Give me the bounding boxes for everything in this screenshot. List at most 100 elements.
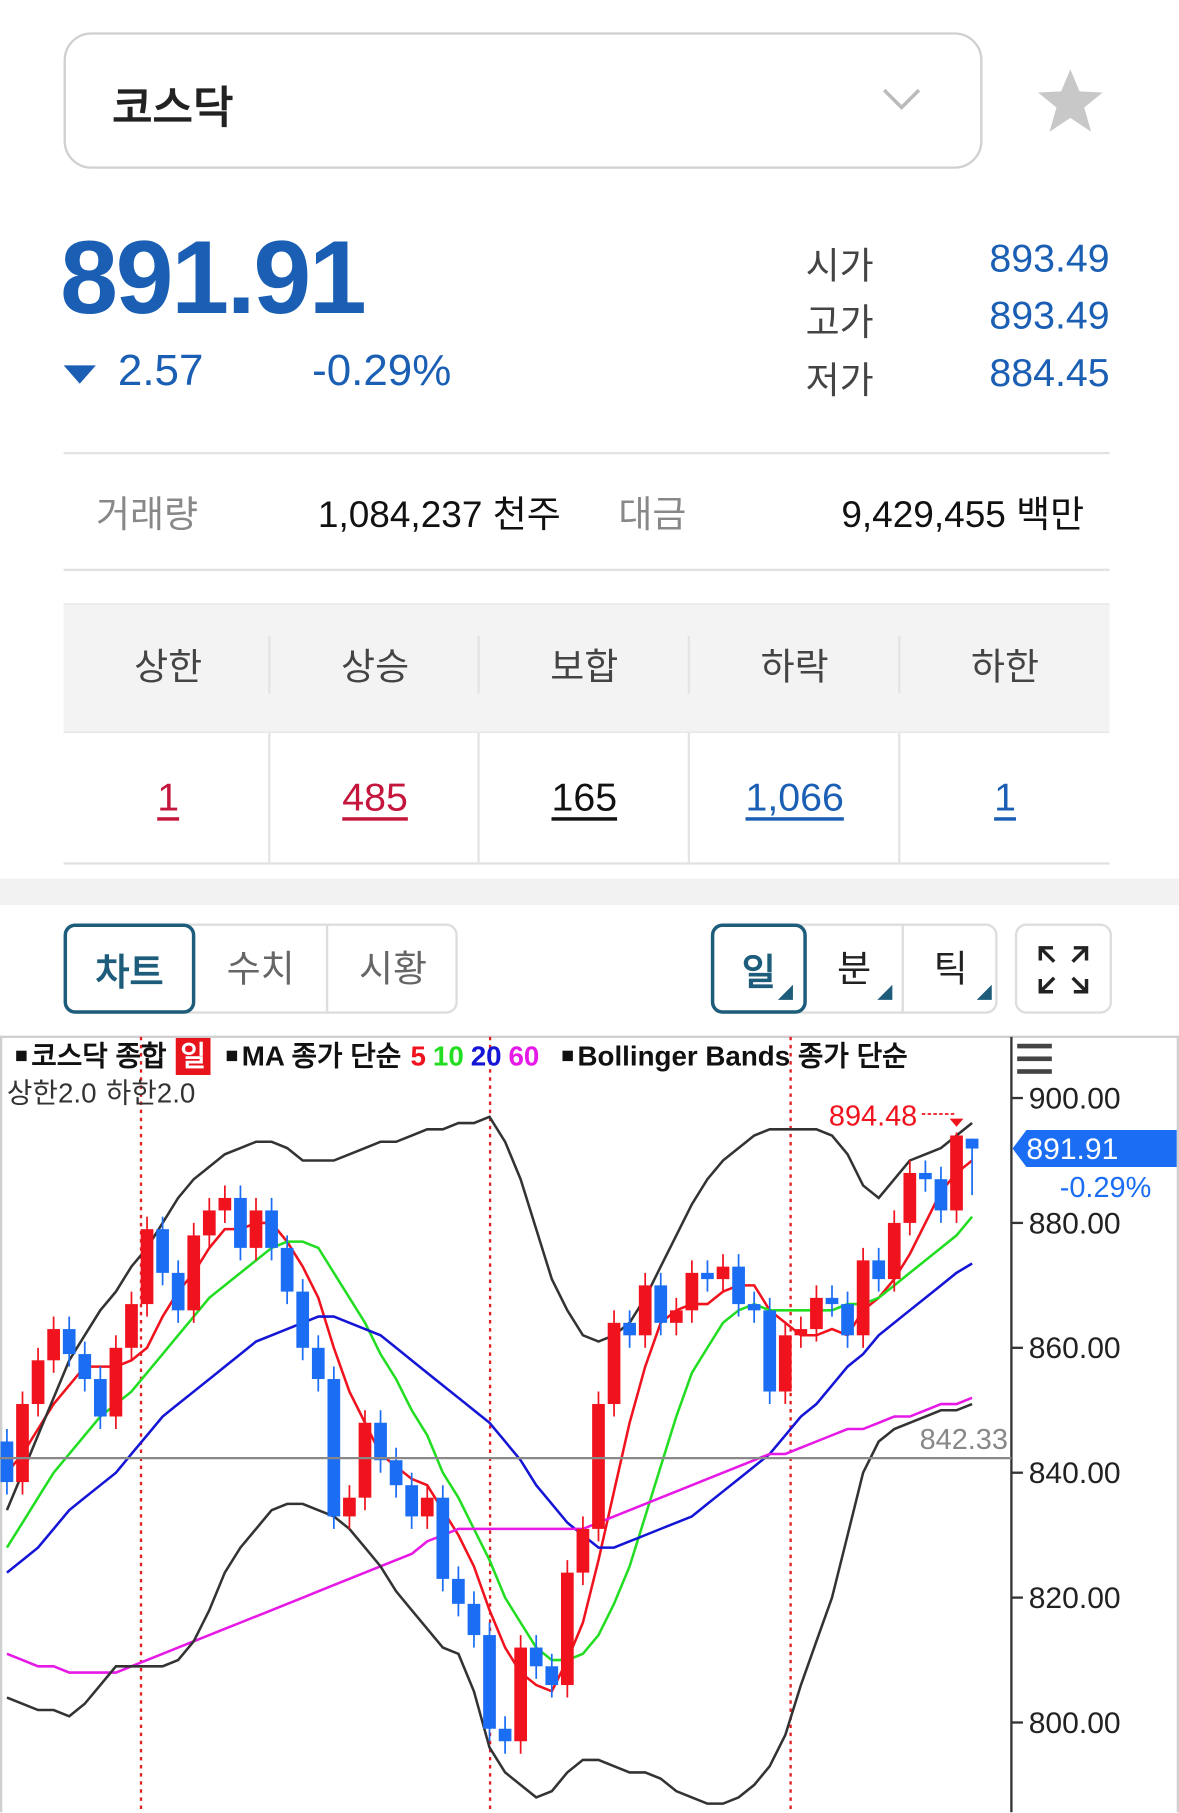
change: 2.57 — [117, 346, 204, 396]
candle-body — [825, 1297, 839, 1305]
star-icon[interactable] — [1036, 67, 1105, 134]
candle-body — [140, 1229, 154, 1305]
candle-body — [841, 1304, 854, 1336]
candle-body — [109, 1347, 123, 1417]
candle-body — [716, 1266, 730, 1280]
breadth-header: 상승 — [341, 646, 410, 688]
legend-square — [562, 1050, 573, 1062]
candle-body — [654, 1285, 668, 1323]
indicator-line — [6, 1262, 973, 1574]
candle-body — [31, 1360, 45, 1405]
tab[interactable]: 차트 — [63, 923, 196, 1014]
tab[interactable]: 수치 — [195, 923, 329, 1014]
column-separator — [477, 635, 480, 694]
candle-body — [607, 1322, 621, 1405]
quote-value: 893.49 — [989, 293, 1110, 338]
candle-body — [498, 1728, 512, 1742]
y-tick-label: 820.00 — [1029, 1582, 1121, 1615]
column-separator — [687, 732, 691, 863]
breadth-value[interactable]: 1,066 — [745, 775, 844, 820]
candle-body — [171, 1272, 185, 1311]
candle-body — [265, 1210, 278, 1248]
candle-body — [592, 1404, 605, 1529]
last-price-label: 891.91 — [1026, 1133, 1118, 1166]
plot-area — [0, 1115, 979, 1805]
breadth-value[interactable]: 1 — [157, 775, 180, 820]
candle-body — [452, 1578, 465, 1604]
market-select[interactable] — [63, 32, 983, 169]
breadth-header: 하락 — [760, 646, 829, 688]
candle-body — [156, 1229, 169, 1273]
fullscreen-icon — [1038, 946, 1089, 994]
candle-body — [467, 1603, 481, 1636]
period[interactable]: 틱 — [933, 947, 968, 990]
candle-body — [436, 1497, 450, 1579]
legend-entry: 20 — [471, 1041, 502, 1072]
y-tick-label: 880.00 — [1029, 1207, 1121, 1240]
legend-entry: 하한2.0 — [106, 1078, 196, 1109]
legend-entry: 60 — [509, 1041, 540, 1072]
divider — [63, 568, 1110, 572]
breadth-value[interactable]: 485 — [342, 775, 408, 820]
candle-body — [389, 1460, 403, 1486]
breadth-value[interactable]: 1 — [994, 775, 1016, 820]
indicator-line — [5, 1115, 973, 1511]
candle-body — [794, 1329, 808, 1336]
candle-body — [234, 1197, 247, 1248]
quote-label: 저가 — [805, 359, 874, 402]
candle-body — [62, 1329, 76, 1355]
volume-label: 거래량 — [95, 493, 199, 536]
candle-body — [358, 1422, 372, 1498]
candle-body — [47, 1329, 60, 1361]
menu-icon[interactable] — [1017, 1043, 1052, 1074]
column-separator — [898, 635, 901, 694]
legend-entry: 10 — [433, 1041, 464, 1072]
y-tick-label: 860.00 — [1029, 1332, 1121, 1365]
candle-body — [872, 1260, 886, 1280]
section-gap — [0, 878, 1179, 906]
market-name: 코스닥 — [112, 84, 234, 133]
period[interactable]: 분 — [807, 923, 904, 1014]
volume-value: 1,084,237 천주 — [317, 493, 561, 536]
period[interactable]: 일 — [710, 923, 807, 1014]
candle-body — [560, 1572, 574, 1686]
candle-body — [810, 1297, 823, 1330]
breadth-value[interactable]: 165 — [551, 775, 618, 820]
candle-body — [514, 1647, 528, 1742]
candle-body — [856, 1260, 870, 1336]
last-change-label: -0.29% — [1060, 1172, 1152, 1204]
candle-body — [887, 1222, 901, 1280]
indicator-line — [6, 1402, 973, 1805]
candle-body — [747, 1304, 761, 1311]
column-separator — [477, 732, 480, 863]
breadth-header-bg — [63, 603, 1110, 733]
date-separators — [139, 1036, 792, 1813]
candle-body — [669, 1310, 683, 1323]
y-tick-label: 900.00 — [1029, 1082, 1121, 1115]
down-triangle — [63, 365, 96, 384]
candle-body — [374, 1422, 387, 1461]
candle-body — [483, 1635, 496, 1729]
quote-label: 고가 — [805, 301, 874, 344]
candle-body — [576, 1528, 590, 1573]
legend-period: 일 — [180, 1041, 206, 1072]
legend-period-box — [175, 1037, 211, 1075]
max-label: 894.48 — [829, 1101, 917, 1133]
legend-square — [226, 1050, 238, 1062]
tab[interactable]: 시황 — [358, 947, 428, 990]
candle-body — [934, 1179, 948, 1211]
candle-body — [405, 1485, 419, 1517]
candle-body — [78, 1354, 92, 1380]
candle-body — [919, 1172, 932, 1180]
column-separator — [687, 635, 691, 694]
chevron-icon — [883, 88, 921, 110]
quote-value: 884.45 — [989, 351, 1110, 396]
breadth-header: 상한 — [134, 646, 203, 688]
fullscreen-button[interactable] — [1014, 923, 1112, 1014]
chart-frame — [0, 1035, 1179, 1813]
quote-label: 시가 — [805, 245, 874, 287]
candle-body — [280, 1247, 294, 1292]
candle-body — [202, 1210, 216, 1236]
legend-label: Bollinger Bands 종가 단순 — [578, 1041, 908, 1072]
